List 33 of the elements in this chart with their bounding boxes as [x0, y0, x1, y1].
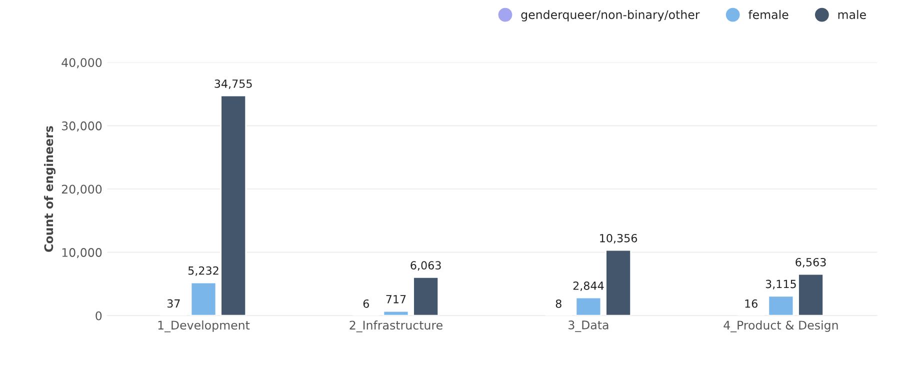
data-label: 37 [167, 299, 180, 308]
data-label: 6,063 [410, 261, 441, 271]
data-label: 10,356 [600, 234, 638, 244]
data-label: 34,755 [214, 79, 252, 90]
data-label: 5,232 [188, 266, 218, 276]
data-label: 8 [556, 299, 562, 308]
legend-label: genderqueer/non-binary/other [521, 10, 700, 22]
bar [798, 273, 824, 316]
legend-label: male [838, 10, 866, 20]
data-label: 3,115 [766, 280, 796, 290]
y-tick-label: 40,000 [62, 58, 102, 68]
bar [605, 249, 632, 316]
x-tick-label: 3_Data [568, 320, 608, 332]
bar [768, 295, 794, 316]
bar [412, 276, 440, 316]
bar [220, 94, 247, 316]
x-tick-label: 4_Product & Design [724, 320, 838, 332]
y-axis-title: Count of engineers [44, 126, 56, 252]
y-tick-label: 20,000 [62, 184, 102, 195]
bar [190, 282, 217, 316]
y-tick-label: 10,000 [62, 248, 102, 258]
data-label: 2,844 [573, 282, 604, 292]
data-label: 6 [363, 299, 369, 308]
x-tick-label: 2_Infrastructure [350, 320, 442, 332]
bar [382, 310, 410, 316]
x-tick-label: 1_Development [158, 320, 250, 332]
data-label: 717 [386, 295, 406, 304]
data-label: 16 [745, 299, 758, 308]
data-label: 6,563 [796, 258, 826, 268]
legend-label: female [748, 10, 788, 20]
bar [575, 296, 602, 316]
y-tick-label: 30,000 [62, 121, 102, 132]
y-tick-label: 0 [96, 311, 102, 320]
